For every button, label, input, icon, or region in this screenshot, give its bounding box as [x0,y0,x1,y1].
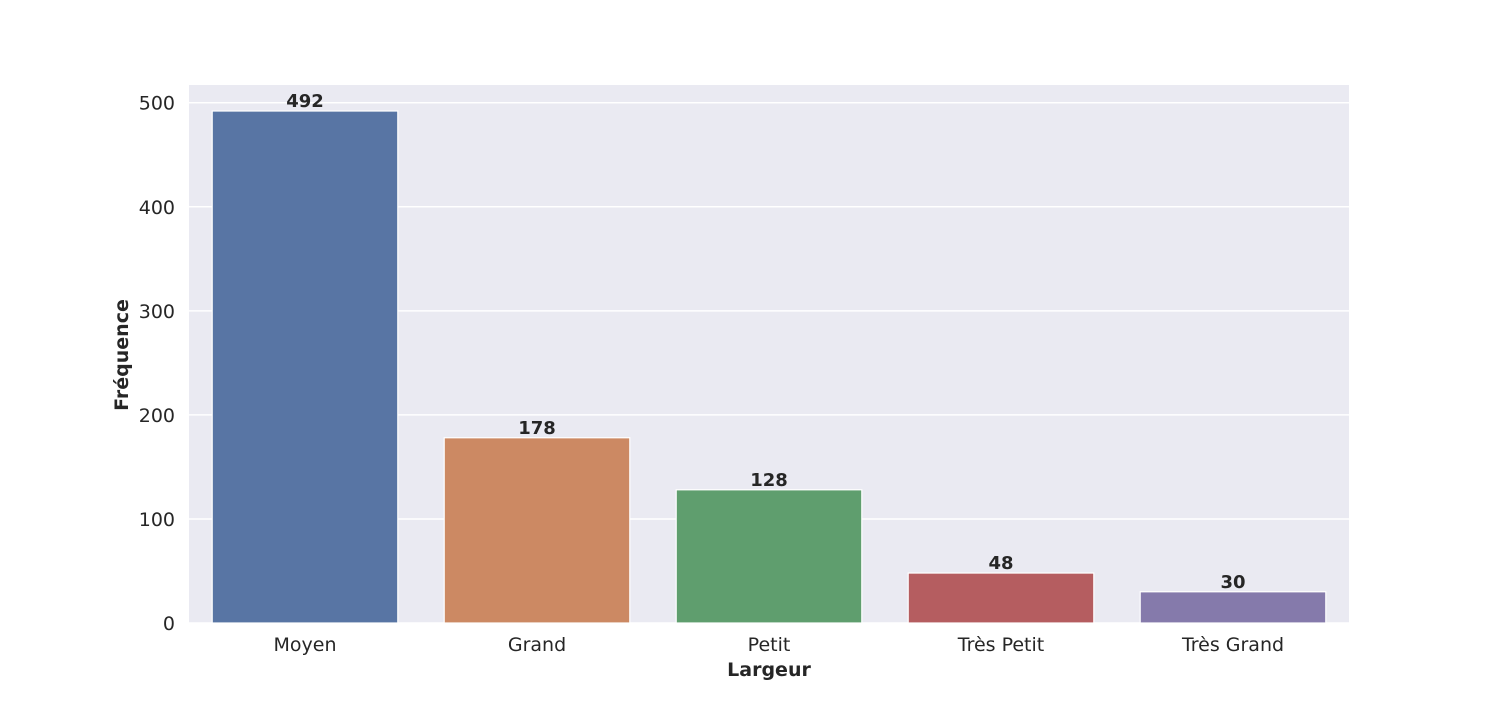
bar [907,572,1095,624]
y-axis-title: Fréquence [111,299,133,411]
bar [211,110,399,624]
bar-value-label: 48 [988,553,1013,574]
x-tick-label: Grand [508,634,566,656]
y-axis-ticks: 0 100 200 300 400 500 [139,93,175,635]
x-tick-label: Très Petit [957,634,1044,656]
bar-value-label: 178 [518,418,556,439]
x-axis-ticks: Moyen Grand Petit Très Petit Très Grand [274,634,1285,656]
x-tick-label: Petit [748,634,791,656]
data-labels: 492 178 128 48 30 [286,91,1245,593]
bar-value-label: 30 [1220,572,1245,593]
bar [443,437,631,624]
bars [211,110,1327,624]
x-tick-label: Moyen [274,634,337,656]
y-tick-label: 200 [139,405,175,427]
y-tick-label: 0 [163,613,175,635]
bar-value-label: 128 [750,470,788,491]
y-tick-label: 300 [139,301,175,323]
y-tick-label: 400 [139,197,175,219]
x-tick-label: Très Grand [1181,634,1284,656]
bar [675,489,863,624]
y-tick-label: 500 [139,93,175,115]
x-axis-title: Largeur [727,659,811,681]
bar [1139,591,1327,624]
bar-value-label: 492 [286,91,324,112]
y-tick-label: 100 [139,509,175,531]
